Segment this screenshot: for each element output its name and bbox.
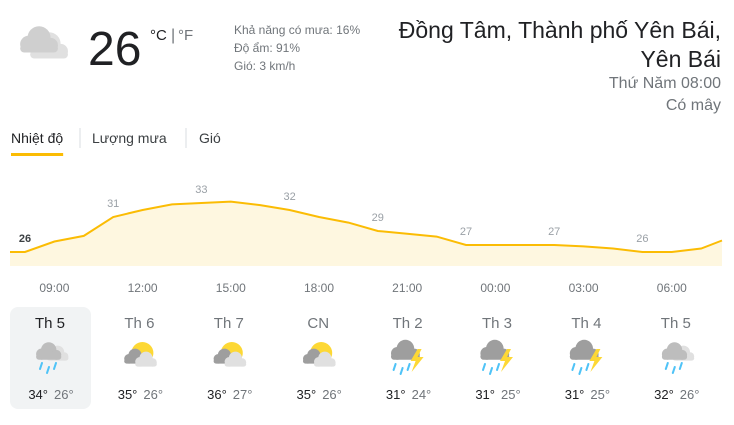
low-temp: 26° <box>143 387 163 402</box>
tab-underline <box>11 153 64 156</box>
day-name: Th 2 <box>393 315 423 332</box>
temperature-label: 32 <box>283 191 295 203</box>
temperature-label: 29 <box>372 212 384 224</box>
high-temp: 35° <box>118 387 138 402</box>
rain-drop <box>489 367 493 375</box>
temperature-label: 26 <box>19 233 31 245</box>
cloud-part <box>36 354 62 360</box>
weather-icon <box>569 339 603 375</box>
low-temp: 24° <box>412 387 432 402</box>
cloud-part <box>224 361 247 367</box>
time-label: 18:00 <box>304 281 334 295</box>
rain-drop <box>406 363 411 371</box>
unit-separator: | <box>171 27 175 44</box>
weather-icon <box>20 26 68 59</box>
temperature-label: 31 <box>107 198 119 210</box>
unit-fahrenheit[interactable]: °F <box>178 27 193 44</box>
rain-drop <box>678 362 683 370</box>
tab[interactable]: Gió <box>199 130 221 146</box>
lightning <box>589 349 603 372</box>
temperature-label: 26 <box>636 233 648 245</box>
cloud-part <box>661 354 688 360</box>
lightning <box>500 349 513 372</box>
time-label: 15:00 <box>216 281 246 295</box>
detail: Gió: 3 km/h <box>234 59 295 73</box>
time-label: 06:00 <box>657 281 687 295</box>
lightning <box>410 349 424 372</box>
rain-drop <box>46 366 50 374</box>
current-temperature: 26 <box>88 23 141 76</box>
location-name: Yên Bái <box>640 46 721 72</box>
low-temp: 26° <box>680 387 700 402</box>
day-name: Th 6 <box>124 315 154 332</box>
temperature-area <box>10 201 722 266</box>
low-temp: 26° <box>54 387 74 402</box>
day-name: Th 3 <box>482 315 512 332</box>
day-name: Th 7 <box>214 315 244 332</box>
rain-drop <box>664 362 669 370</box>
low-temp: 26° <box>322 387 342 402</box>
weather-icon <box>303 342 336 367</box>
weather-icon <box>124 342 157 367</box>
cloud-part <box>20 44 58 53</box>
weather-icon <box>213 342 247 367</box>
high-temp: 34° <box>28 387 48 402</box>
detail: Khả năng có mưa: 16% <box>234 23 360 37</box>
low-temp: 25° <box>590 387 610 402</box>
day-name: Th 5 <box>35 315 65 332</box>
high-temp: 32° <box>654 387 674 402</box>
condition: Có mây <box>666 97 721 114</box>
high-temp: 31° <box>475 387 495 402</box>
time-label: 03:00 <box>569 281 599 295</box>
low-temp: 25° <box>501 387 521 402</box>
unit-celsius[interactable]: °C <box>150 27 167 44</box>
rain-drop <box>392 363 397 371</box>
rain-drop <box>496 363 500 371</box>
time-label: 12:00 <box>128 281 158 295</box>
time-label: 21:00 <box>392 281 422 295</box>
high-temp: 31° <box>386 387 406 402</box>
tab[interactable]: Nhiệt độ <box>11 130 63 146</box>
rain-drop <box>585 363 590 371</box>
high-temp: 36° <box>207 387 227 402</box>
rain-drop <box>671 366 676 374</box>
day-name: Th 5 <box>661 315 691 332</box>
weather-icon <box>661 342 695 374</box>
rain-drop <box>53 362 57 370</box>
rain-drop <box>571 363 576 371</box>
detail: Độ ẩm: 91% <box>234 41 300 55</box>
rain-drop <box>482 363 486 371</box>
high-temp: 35° <box>297 387 317 402</box>
rain-drop <box>39 362 43 370</box>
cloud-part <box>135 361 157 367</box>
high-temp: 31° <box>565 387 585 402</box>
rain-drop <box>578 367 583 375</box>
time-label: 00:00 <box>480 281 510 295</box>
day-name: Th 4 <box>571 315 601 332</box>
weather-icon <box>391 339 424 375</box>
time: Thứ Năm 08:00 <box>609 75 721 92</box>
tab[interactable]: Lượng mưa <box>92 130 167 146</box>
weather-icon <box>36 342 69 374</box>
time-label: 09:00 <box>39 281 69 295</box>
rain-drop <box>399 367 404 375</box>
location-name: Đồng Tâm, Thành phố Yên Bái, <box>399 17 721 43</box>
weather-icon <box>480 339 513 375</box>
temperature-label: 33 <box>195 184 207 196</box>
temperature-label: 27 <box>548 226 560 238</box>
temperature-label: 27 <box>460 226 472 238</box>
low-temp: 27° <box>233 387 253 402</box>
day-name: CN <box>307 315 329 332</box>
cloud-part <box>314 361 336 367</box>
temperature-line <box>10 200 723 253</box>
